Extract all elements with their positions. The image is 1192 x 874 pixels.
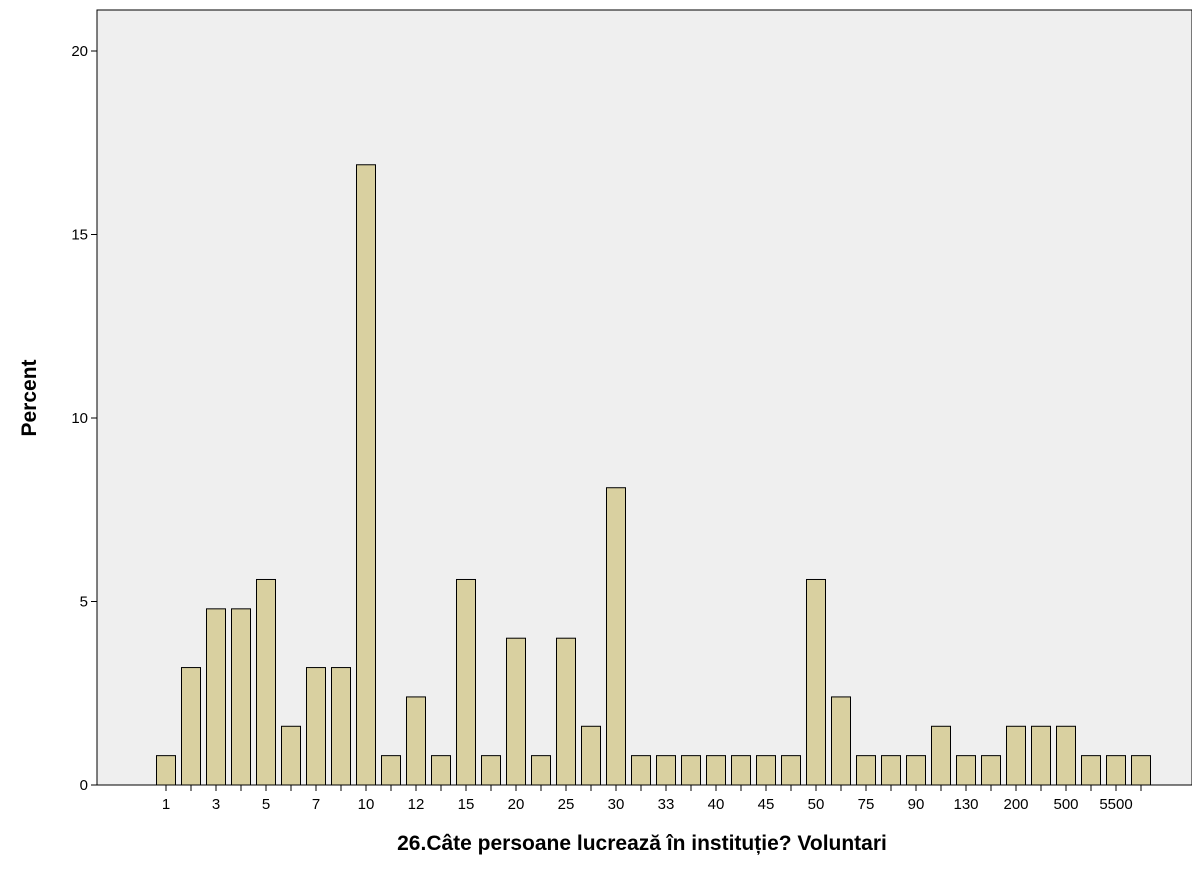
x-tick-label-3: 3 [212, 796, 220, 813]
x-tick-label-40: 40 [708, 796, 725, 813]
bar-48 [781, 755, 801, 786]
bar-32 [631, 755, 651, 786]
x-tick-label-45: 45 [758, 796, 775, 813]
bar-33 [656, 755, 676, 786]
y-tick-label: 15 [71, 227, 88, 244]
bar-35 [681, 755, 701, 786]
plot-area [96, 9, 1192, 786]
bar-3 [206, 608, 226, 786]
y-tick-label: 20 [71, 43, 88, 60]
bar-130 [956, 755, 976, 786]
bar-10 [356, 164, 376, 786]
x-tick-label-12: 12 [408, 796, 425, 813]
bar-5500 [1106, 755, 1126, 786]
bar-5 [256, 578, 276, 786]
bar-8000 [1131, 755, 1151, 786]
bar-17 [481, 755, 501, 786]
y-axis-title: Percent [18, 359, 41, 436]
x-tick-label-500: 500 [1053, 796, 1078, 813]
x-tick-label-33: 33 [658, 796, 675, 813]
x-tick-label-7: 7 [312, 796, 320, 813]
bar-8 [331, 667, 351, 786]
bar-2 [181, 667, 201, 786]
bar-6 [281, 725, 301, 786]
bar-90 [906, 755, 926, 786]
bar-25 [556, 637, 576, 786]
bar-1 [156, 755, 176, 786]
x-tick-label-130: 130 [953, 796, 978, 813]
x-tick-label-10: 10 [358, 796, 375, 813]
x-tick-label-5: 5 [262, 796, 270, 813]
x-tick-label-5500: 5500 [1099, 796, 1132, 813]
bar-27 [581, 725, 601, 786]
x-axis: 1 3 5 7 10 12 15 20 25 30 33 40 45 50 75 90 130 200 500 550… [162, 785, 1142, 813]
x-tick-label-75: 75 [858, 796, 875, 813]
x-tick-label-50: 50 [808, 796, 825, 813]
bar-45 [756, 755, 776, 786]
bar-300 [1031, 725, 1051, 786]
bar-13 [431, 755, 451, 786]
bar-200 [1006, 725, 1026, 786]
y-axis: 0 5 10 15 20 [71, 43, 97, 794]
x-tick-label-20: 20 [508, 796, 525, 813]
bar-30 [606, 487, 626, 786]
bar-50 [806, 578, 826, 786]
bar-12 [406, 696, 426, 786]
bar-24 [531, 755, 551, 786]
bar-80 [881, 755, 901, 786]
bar-15 [456, 578, 476, 786]
bar-500 [1056, 725, 1076, 786]
bar-7 [306, 667, 326, 786]
bar-60 [831, 696, 851, 786]
x-tick-label-200: 200 [1003, 796, 1028, 813]
bar-40 [706, 755, 726, 786]
bar-42 [731, 755, 751, 786]
bar-75 [856, 755, 876, 786]
bar-150 [981, 755, 1001, 786]
x-tick-label-30: 30 [608, 796, 625, 813]
x-tick-label-25: 25 [558, 796, 575, 813]
x-tick-label-1: 1 [162, 796, 170, 813]
bar-800 [1081, 755, 1101, 786]
x-tick-label-90: 90 [908, 796, 925, 813]
x-axis-title: 26.Câte persoane lucrează în instituție?… [397, 832, 887, 855]
y-tick-label: 5 [80, 594, 88, 611]
bar-11 [381, 755, 401, 786]
y-tick-label: 0 [80, 777, 88, 794]
bar-20 [506, 637, 526, 786]
y-tick-label: 10 [71, 410, 88, 427]
x-tick-label-15: 15 [458, 796, 475, 813]
bar-4 [231, 608, 251, 786]
bar-100 [931, 725, 951, 786]
bar-series [156, 164, 1151, 786]
